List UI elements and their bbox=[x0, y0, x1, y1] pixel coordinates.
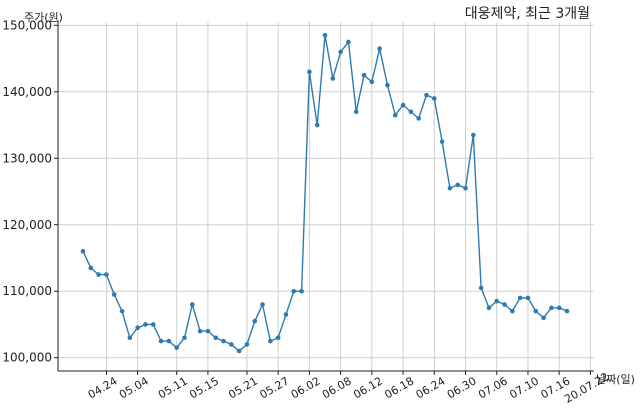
data-point bbox=[416, 116, 421, 121]
x-tick-label: 06.24 bbox=[414, 374, 448, 401]
data-point bbox=[346, 39, 351, 45]
x-tick-label: 04.24 bbox=[86, 374, 120, 401]
data-point bbox=[275, 335, 281, 341]
data-point bbox=[564, 308, 570, 314]
data-point bbox=[330, 76, 336, 81]
data-points bbox=[80, 32, 570, 354]
y-tick-label: 120,000 bbox=[2, 218, 52, 232]
data-point bbox=[392, 112, 398, 118]
y-axis-label: 주가(원) bbox=[24, 11, 63, 24]
data-point bbox=[369, 79, 375, 85]
data-point bbox=[424, 92, 429, 98]
data-point bbox=[556, 305, 562, 311]
data-point bbox=[502, 302, 507, 307]
data-point bbox=[494, 298, 500, 304]
series-line bbox=[82, 35, 568, 352]
data-point bbox=[486, 305, 492, 311]
data-point bbox=[236, 348, 242, 354]
x-tick-label: 06.12 bbox=[351, 374, 385, 401]
x-tick-label: 07.10 bbox=[507, 374, 541, 401]
data-point bbox=[111, 292, 117, 297]
data-point bbox=[447, 185, 453, 191]
data-point bbox=[314, 122, 320, 128]
x-tick-label: 06.30 bbox=[445, 374, 479, 401]
data-point bbox=[431, 96, 437, 101]
data-point bbox=[471, 132, 476, 138]
data-point bbox=[377, 46, 382, 51]
y-tick-label: 130,000 bbox=[2, 151, 52, 165]
y-tick-label: 150,000 bbox=[2, 18, 52, 32]
data-point bbox=[205, 328, 211, 334]
data-point bbox=[127, 335, 133, 341]
data-point bbox=[385, 82, 390, 88]
data-point bbox=[174, 345, 179, 351]
x-tick-label: 05.15 bbox=[187, 374, 221, 401]
data-point bbox=[88, 265, 94, 271]
data-point bbox=[533, 308, 539, 314]
data-point bbox=[80, 249, 86, 254]
x-tick-label: 05.04 bbox=[117, 374, 151, 401]
y-tick-label: 110,000 bbox=[2, 284, 52, 298]
data-point bbox=[439, 139, 445, 144]
data-point bbox=[510, 308, 515, 314]
data-point bbox=[322, 32, 328, 38]
x-axis-label: 날짜(일) bbox=[596, 372, 635, 386]
data-point bbox=[400, 102, 406, 108]
y-tick-label: 100,000 bbox=[2, 351, 52, 365]
data-point bbox=[517, 295, 523, 301]
data-point bbox=[213, 335, 219, 341]
x-tick-label: 05.11 bbox=[156, 374, 190, 401]
data-point bbox=[455, 182, 461, 188]
data-point bbox=[150, 322, 156, 327]
data-point bbox=[96, 272, 101, 277]
data-point bbox=[244, 342, 250, 347]
data-point bbox=[283, 312, 289, 317]
x-tick-label: 05.27 bbox=[258, 374, 292, 401]
data-point bbox=[104, 272, 109, 277]
data-point bbox=[299, 288, 304, 294]
data-point bbox=[158, 338, 164, 344]
data-point bbox=[268, 338, 273, 344]
data-point bbox=[549, 305, 554, 311]
data-point bbox=[408, 109, 414, 115]
data-point bbox=[221, 338, 226, 344]
x-tick-label: 06.18 bbox=[382, 374, 416, 401]
x-tick-label: 05.21 bbox=[226, 374, 260, 401]
data-point bbox=[229, 342, 234, 347]
data-point bbox=[353, 109, 359, 115]
grid bbox=[58, 22, 594, 371]
y-ticks: 100,000 110,000 120,000 130,000 140,000 150,0… bbox=[2, 18, 58, 365]
y-tick-label: 140,000 bbox=[2, 85, 52, 99]
chart-title: 대웅제약, 최근 3개월 bbox=[465, 6, 590, 22]
x-tick-label: 07.06 bbox=[476, 374, 510, 401]
data-point bbox=[119, 308, 125, 314]
data-point bbox=[463, 185, 468, 191]
data-point bbox=[361, 72, 367, 78]
data-point bbox=[541, 315, 546, 321]
x-tick-label: 06.08 bbox=[320, 374, 354, 401]
data-point bbox=[338, 49, 343, 55]
data-point bbox=[197, 328, 203, 334]
data-point bbox=[189, 302, 195, 307]
x-tick-label: 06.02 bbox=[289, 374, 323, 401]
data-point bbox=[525, 295, 531, 301]
data-point bbox=[291, 288, 297, 294]
data-point bbox=[478, 285, 484, 291]
data-point bbox=[135, 325, 140, 331]
data-point bbox=[166, 338, 172, 344]
data-point bbox=[182, 335, 187, 341]
data-point bbox=[252, 318, 258, 324]
axes bbox=[57, 20, 594, 372]
data-point bbox=[260, 302, 265, 307]
data-point bbox=[143, 322, 148, 327]
data-point bbox=[307, 69, 312, 75]
